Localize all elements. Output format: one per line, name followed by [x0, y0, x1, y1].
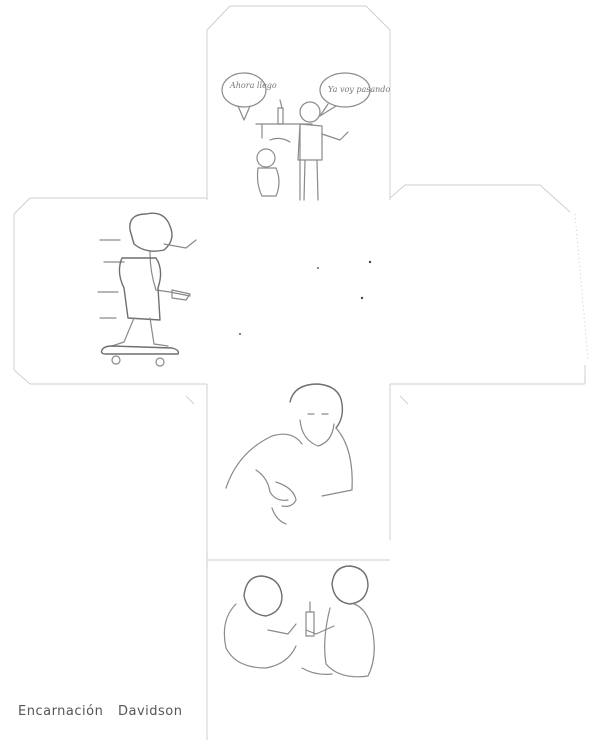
mark [239, 333, 241, 335]
author-last-name: Davidson [117, 704, 183, 719]
left-child-body [223, 603, 297, 669]
top-child-hair [129, 212, 173, 252]
skateboard-piggyback-illustration [97, 212, 197, 367]
right-flap-top [389, 184, 571, 213]
carrier-leg-left [111, 317, 135, 347]
top-child-legs [149, 251, 191, 297]
top-flap-edge [206, 5, 391, 31]
mark [317, 267, 319, 269]
child-arm-raised [269, 137, 291, 143]
corner-tick-right [399, 395, 409, 405]
man-shoulder-left [225, 433, 303, 489]
corner-tick-left [185, 395, 195, 405]
skateboard-deck [100, 345, 180, 355]
skateboard-wheel-right [155, 357, 165, 367]
standing-figure-arm [321, 131, 349, 141]
man-hair [289, 383, 344, 429]
right-flap-dotted-edge [574, 213, 589, 361]
right-child-body [324, 603, 375, 678]
man-hand-lower [271, 507, 287, 525]
right-child-arm [305, 625, 335, 635]
speech-bubble-left [221, 72, 267, 108]
left-child-arm [267, 623, 297, 635]
man-shoulder-right [321, 427, 353, 497]
speech-bubble-left-tail [237, 105, 251, 121]
top-child-arm [163, 239, 197, 249]
right-child-head [331, 565, 369, 605]
bearded-man-illustration [225, 383, 353, 525]
standing-figure-body [297, 123, 323, 161]
right-child-feet [301, 667, 333, 675]
author-first-name: Encarnación [18, 704, 104, 719]
center-panel-marks [239, 260, 372, 335]
box-net-outline [13, 5, 589, 740]
top-child-shoe [171, 289, 191, 301]
skateboard-wheel-left [111, 355, 121, 365]
carrier-body [118, 257, 162, 321]
candle-flame [279, 99, 283, 109]
speech-bubble-left-text: Ahora llego [229, 81, 277, 90]
author-credit: Encarnación Davidson [18, 704, 182, 719]
man-beard [299, 419, 335, 447]
child-head [256, 148, 276, 168]
standing-figure-head [299, 101, 321, 123]
toasting-figures-illustration: Ahora llego Ya voy pasando [221, 72, 390, 201]
standing-figure-leg-right [316, 159, 319, 201]
standing-figure-leg-left [303, 159, 306, 201]
child-body [256, 167, 280, 197]
man-hand [255, 469, 289, 501]
mark [360, 296, 364, 300]
left-child-head [243, 575, 283, 617]
speech-bubble-right-text: Ya voy pasando [328, 85, 390, 94]
candle [277, 107, 284, 125]
carrier-leg-right [149, 317, 169, 347]
speech-bubble-right-tail [319, 103, 337, 117]
man-cup [275, 481, 297, 507]
mark [368, 260, 372, 264]
left-flap-bottom [13, 369, 31, 385]
left-flap-top [13, 197, 31, 215]
speech-bubble-right [319, 72, 371, 108]
children-playing-illustration [223, 565, 375, 678]
